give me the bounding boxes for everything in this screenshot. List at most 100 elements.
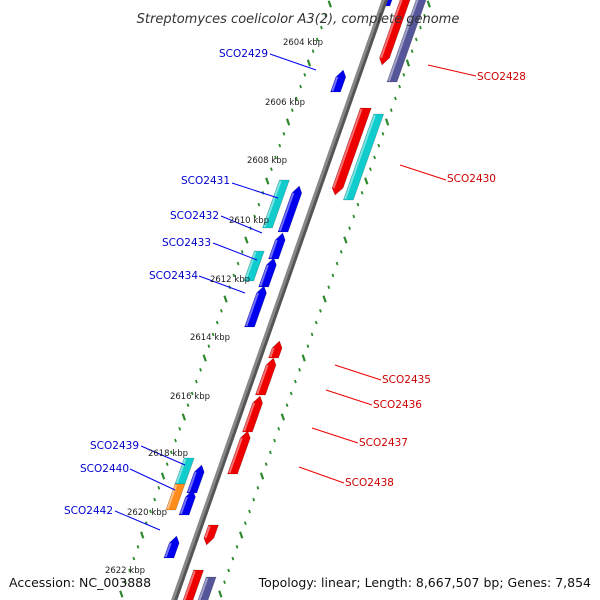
leader-line xyxy=(427,64,477,77)
misc-feature-sco2428[interactable] xyxy=(386,0,428,83)
scale-tick-right xyxy=(243,521,247,525)
scale-tick-right xyxy=(369,167,372,171)
scale-tick-right xyxy=(364,177,369,185)
reverse-gene-sco2434[interactable] xyxy=(244,285,267,328)
scale-tick-right xyxy=(231,556,235,561)
gene-label-sco2430[interactable]: SCO2430 xyxy=(447,173,496,185)
leader-line xyxy=(231,182,279,199)
scale-tick-left xyxy=(186,403,190,407)
gene-label-sco2438[interactable]: SCO2438 xyxy=(345,477,394,489)
scale-tick-left xyxy=(174,438,177,443)
scale-label: 2618 kbp xyxy=(148,449,188,459)
leader-line xyxy=(198,275,246,294)
scale-tick-left xyxy=(199,368,202,372)
forward-gene-sco2441[interactable] xyxy=(203,524,219,546)
scale-label: 2612 kbp xyxy=(210,275,250,285)
leader-line xyxy=(334,364,382,381)
scale-tick-left xyxy=(236,261,240,266)
scale-tick-right xyxy=(259,472,265,480)
gene-label-sco2442[interactable]: SCO2442 xyxy=(64,505,113,517)
leader-line xyxy=(114,510,161,531)
feature-highlight xyxy=(256,364,269,395)
reverse-gene-sco2439[interactable] xyxy=(186,464,205,494)
reverse-gene-sco2442[interactable] xyxy=(163,535,180,559)
scale-tick-right xyxy=(298,368,301,372)
scale-tick-left xyxy=(278,143,282,148)
scale-label: 2620 kbp xyxy=(127,508,167,518)
reverse-gene-sco2431[interactable] xyxy=(277,185,303,233)
scale-tick-left xyxy=(169,450,173,455)
scale-tick-left xyxy=(124,580,127,584)
cds-feature-sco2431[interactable] xyxy=(261,179,290,229)
gene-label-sco2429[interactable]: SCO2429 xyxy=(219,48,268,60)
feature-highlight xyxy=(183,570,196,600)
scale-tick-right xyxy=(394,96,397,101)
feature-highlight xyxy=(259,264,269,287)
scale-label: 2604 kbp xyxy=(283,38,323,48)
forward-gene-sco2437[interactable] xyxy=(241,395,263,433)
scale-tick-left xyxy=(132,556,136,561)
feature-highlight xyxy=(332,108,363,189)
gene-label-sco2434[interactable]: SCO2434 xyxy=(149,270,198,282)
feature-highlight xyxy=(269,239,278,259)
gene-label-sco2431[interactable]: SCO2431 xyxy=(181,175,230,187)
reverse-gene-sco2433[interactable] xyxy=(258,257,277,288)
scale-tick-left xyxy=(320,25,323,30)
scale-tick-left xyxy=(299,84,302,89)
gene-label-sco2432[interactable]: SCO2432 xyxy=(170,210,219,222)
scale-tick-left xyxy=(202,354,207,362)
forward-gene-sco2436[interactable] xyxy=(254,357,277,396)
scale-tick-left xyxy=(306,59,312,67)
gene-label-sco2436[interactable]: SCO2436 xyxy=(373,399,422,411)
rna-feature-sco2440[interactable] xyxy=(165,483,186,511)
leader-line xyxy=(298,466,345,484)
map-title: Streptomyces coelicolor A3(2), complete … xyxy=(137,12,460,27)
gene-label-sco2437[interactable]: SCO2437 xyxy=(359,437,408,449)
scale-tick-right xyxy=(335,261,339,266)
scale-tick-right xyxy=(294,379,297,384)
misc-feature-sco2443[interactable] xyxy=(196,576,217,600)
reverse-gene-sco2440[interactable] xyxy=(178,489,196,516)
scale-tick-left xyxy=(220,309,223,313)
reverse-gene-sco2429[interactable] xyxy=(330,69,347,93)
leader-line xyxy=(269,53,317,71)
scale-tick-left xyxy=(270,167,273,171)
forward-gene-sco2428[interactable] xyxy=(379,0,412,66)
gene-label-sco2439[interactable]: SCO2439 xyxy=(90,440,139,452)
forward-gene-sco2430[interactable] xyxy=(331,107,372,196)
gene-label-sco2440[interactable]: SCO2440 xyxy=(80,463,129,475)
scale-tick-left xyxy=(240,250,244,254)
scale-tick-left xyxy=(207,344,211,348)
forward-gene-sco2435[interactable] xyxy=(268,340,283,359)
cds-feature-sco2430[interactable] xyxy=(342,113,385,201)
scale-label: 2606 kbp xyxy=(265,98,305,108)
feature-highlight xyxy=(175,458,187,484)
scale-tick-right xyxy=(314,320,318,325)
scale-tick-right xyxy=(223,580,226,584)
feature-highlight xyxy=(380,0,403,59)
scale-tick-left xyxy=(178,427,182,431)
scale-tick-left xyxy=(257,202,261,207)
gene-label-sco2435[interactable]: SCO2435 xyxy=(382,374,431,386)
forward-gene-sco2438[interactable] xyxy=(227,430,251,475)
scale-tick-right xyxy=(331,273,335,278)
forward-gene-sco2443[interactable] xyxy=(181,569,205,600)
scale-labels: 2604 kbp 2606 kbp 2608 kbp 2610 kbp 2612… xyxy=(105,38,323,576)
reverse-gene-sco2432[interactable] xyxy=(268,232,286,260)
gene-label-sco2428[interactable]: SCO2428 xyxy=(477,71,526,83)
gene-label-sco2433[interactable]: SCO2433 xyxy=(162,237,211,249)
leader-line xyxy=(399,164,447,181)
cds-feature-sco2433[interactable] xyxy=(243,250,265,282)
leader-line xyxy=(140,445,186,466)
scale-label: 2610 kbp xyxy=(229,216,269,226)
scale-tick-right xyxy=(322,295,327,303)
feature-highlight xyxy=(164,542,172,558)
scale-tick-right xyxy=(377,143,381,148)
scale-tick-right xyxy=(405,59,411,67)
leader-line xyxy=(311,427,359,444)
scale-tick-left xyxy=(181,413,187,421)
scale-ticks xyxy=(119,0,431,598)
feature-highlight xyxy=(243,402,256,432)
scale-tick-left xyxy=(128,568,132,573)
